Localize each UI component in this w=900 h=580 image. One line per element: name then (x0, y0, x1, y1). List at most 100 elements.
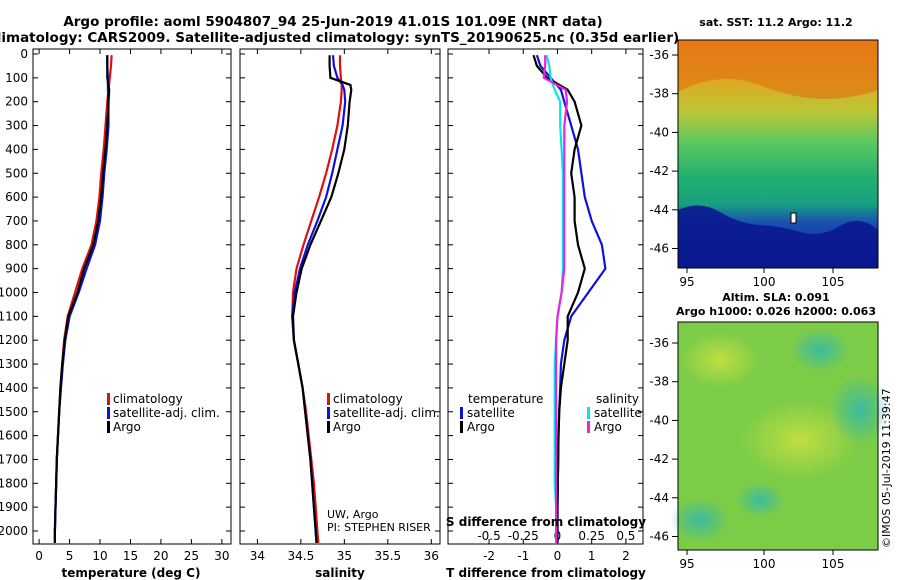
depth-tick-label: 1300 (0, 357, 28, 371)
difference-panel-frame (447, 48, 644, 545)
sst-map-frame (677, 39, 879, 269)
sla-map: Altim. SLA: 0.091 Argo h1000: 0.026 h200… (649, 291, 890, 571)
x-tick-label: 20 (153, 549, 168, 563)
temperature-xlabel: temperature (deg C) (62, 566, 201, 580)
difference-x-ticks: -2 -1 0 1 2-0.5 -0.25 0 0.25 0.5 (448, 49, 643, 563)
lat-tick-label: -40 (649, 125, 669, 139)
lat-tick-label: -46 (649, 242, 669, 256)
temperature-x-ticks: 0 5 10 15 20 25 30 (33, 49, 231, 563)
lat-tick-label: -36 (649, 336, 669, 350)
x-tick-label: 35 (337, 549, 352, 563)
figure-title: Argo profile: aoml 5904807_94 25-Jun-201… (63, 14, 602, 30)
salinity-series (291, 55, 353, 543)
difference-panel: -2 -1 0 1 2-0.5 -0.25 0 0.25 0.5 T difference fr… (446, 48, 646, 580)
salinity-panel-frame (239, 48, 441, 545)
sst-map-title: sat. SST: 11.2 Argo: 11.2 (699, 16, 852, 29)
legend-satellite-swatch (327, 407, 330, 419)
legend-climatology-label: climatology (333, 392, 403, 406)
depth-tick-label: 0 (20, 47, 28, 61)
depth-tick-label: 800 (5, 238, 28, 252)
depth-tick-label: 1900 (0, 500, 28, 514)
series-line-s-argo (542, 55, 569, 543)
imos-watermark: ©IMOS 05-Jul-2019 11:39:47 (880, 388, 893, 548)
series-line-t-satellite (535, 54, 607, 543)
warm-water-region (678, 40, 878, 99)
lat-tick-label: -46 (649, 530, 669, 544)
depth-tick-label: 700 (5, 214, 28, 228)
x-tick-label: 25 (184, 549, 199, 563)
legend-climatology-label: climatology (113, 392, 183, 406)
depth-tick-label: 1200 (0, 333, 28, 347)
depth-tick-label: 400 (5, 142, 28, 156)
legend-argo-swatch (107, 421, 110, 433)
legend-satellite-swatch (107, 407, 110, 419)
lon-tick-label: 105 (822, 557, 845, 571)
sst-map: sat. SST: 11.2 Argo: 11.2 -36 -38 -40 -42 -4… (649, 16, 879, 289)
legend-argo-label: Argo (333, 420, 361, 434)
series-line-argo (53, 55, 111, 543)
credit-line1: UW, Argo (327, 508, 379, 521)
x-tick-label: -2 (483, 549, 495, 563)
lon-tick-label: 95 (679, 557, 694, 571)
x-tick-label: 35.5 (374, 549, 401, 563)
lon-tick-label: 95 (679, 275, 694, 289)
legend-argo-label: Argo (113, 420, 141, 434)
legend-argo-swatch (327, 421, 330, 433)
s-x-tick-label: 0.5 (616, 529, 635, 543)
legend-s-argo-label: Argo (594, 420, 622, 434)
sla-low-region (830, 375, 890, 445)
lat-tick-label: -40 (649, 413, 669, 427)
lat-tick-label: -42 (649, 452, 669, 466)
legend-t-satellite-swatch (460, 407, 463, 419)
lon-tick-label: 100 (753, 557, 776, 571)
sla-map-frame (677, 321, 879, 551)
salinity-legend: climatology satellite-adj. clim. Argo (327, 392, 440, 434)
t-difference-xlabel: T difference from climatology (446, 566, 646, 580)
x-tick-label: 15 (123, 549, 138, 563)
x-tick-label: 0 (35, 549, 43, 563)
x-tick-label: 2 (622, 549, 630, 563)
salinity-panel: 34 34.5 35 35.5 36 salinity climatology sate… (239, 48, 441, 580)
sla-low-region (790, 328, 850, 372)
depth-tick-label: 1800 (0, 476, 28, 490)
float-position-marker (790, 212, 797, 224)
legend-t-argo-label: Argo (467, 420, 495, 434)
lat-tick-label: -38 (649, 375, 669, 389)
series-line-climatology (291, 55, 343, 543)
x-tick-label: 34.5 (288, 549, 315, 563)
lat-tick-label: -44 (649, 203, 669, 217)
legend-climatology-swatch (327, 393, 330, 405)
x-tick-label: 5 (66, 549, 74, 563)
temperature-series (53, 55, 113, 543)
x-tick-label: 1 (588, 549, 596, 563)
depth-tick-label: 200 (5, 95, 28, 109)
depth-tick-label: 300 (5, 119, 28, 133)
difference-legend: temperature satellite Argo salinity sate… (460, 392, 642, 434)
s-x-tick-label: -0.25 (508, 529, 539, 543)
series-line-satellite-adj-clim- (53, 55, 110, 543)
salinity-xlabel: salinity (315, 566, 365, 580)
s-x-tick-label: 0.25 (578, 529, 605, 543)
temperature-panel: 0 5 10 15 20 25 30 temperature (deg C) climato… (32, 48, 232, 580)
depth-tick-label: 1500 (0, 405, 28, 419)
difference-series (532, 54, 607, 543)
sla-map-subtitle: Argo h1000: 0.026 h2000: 0.063 (676, 305, 876, 318)
legend-temperature-heading: temperature (468, 392, 543, 406)
x-tick-label: -1 (517, 549, 529, 563)
depth-tick-label: 500 (5, 166, 28, 180)
depth-tick-label: 1400 (0, 381, 28, 395)
lat-tick-label: -44 (649, 491, 669, 505)
sla-map-title: Altim. SLA: 0.091 (722, 291, 829, 304)
sla-high-region (680, 332, 760, 388)
lat-tick-label: -38 (649, 87, 669, 101)
temperature-panel-frame (32, 48, 232, 545)
depth-axis-labels: 0 100 200 300 400 500 600 700 800 900 1000 1100 1200… (0, 47, 28, 538)
legend-climatology-swatch (107, 393, 110, 405)
depth-tick-label: 900 (5, 262, 28, 276)
legend-satellite-label: satellite-adj. clim. (113, 406, 220, 420)
x-tick-label: 0 (554, 549, 562, 563)
depth-tick-label: 1100 (0, 309, 28, 323)
sst-map-ticks: -36 -38 -40 -42 -44 -46 95 100 105 (649, 48, 844, 289)
depth-tick-label: 1600 (0, 429, 28, 443)
